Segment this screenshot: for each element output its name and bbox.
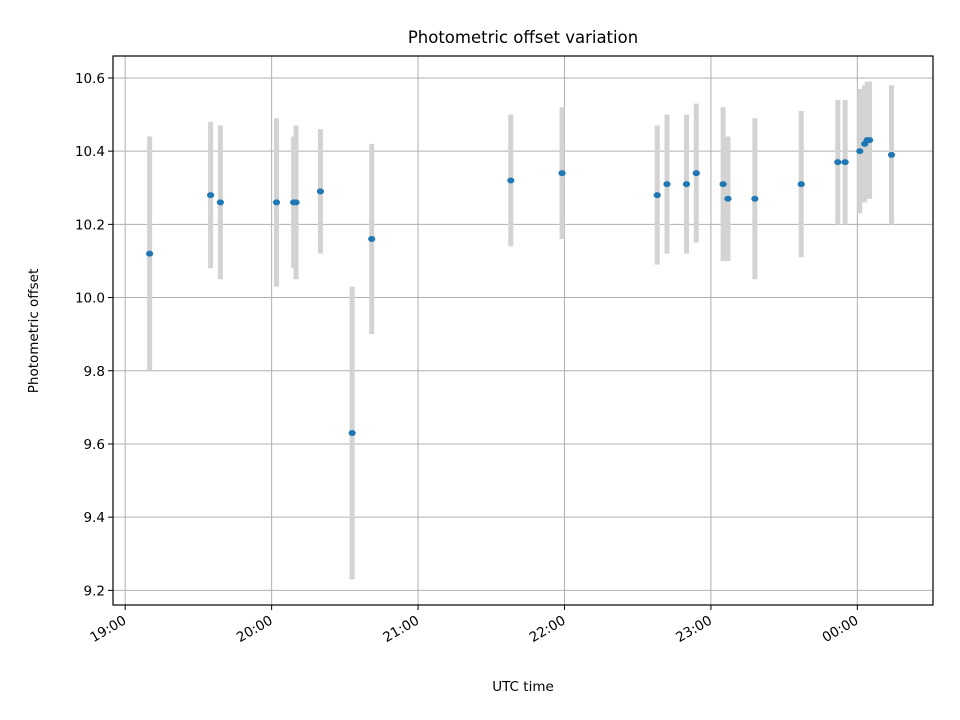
data-point bbox=[558, 170, 566, 177]
data-point bbox=[316, 188, 325, 195]
data-point bbox=[856, 148, 864, 155]
data-point bbox=[841, 159, 849, 166]
y-tick-label: 10.2 bbox=[75, 217, 105, 233]
plot-frame bbox=[112, 55, 934, 606]
data-point bbox=[216, 199, 224, 206]
data-point bbox=[751, 195, 759, 202]
y-tick-label: 9.4 bbox=[84, 510, 105, 526]
data-point bbox=[865, 137, 874, 144]
data-point bbox=[507, 177, 515, 184]
y-tick-label: 9.6 bbox=[84, 437, 105, 453]
y-tick-label: 10.0 bbox=[75, 291, 105, 307]
data-point bbox=[653, 192, 661, 199]
data-point bbox=[272, 199, 281, 206]
data-point bbox=[692, 170, 700, 177]
data-point bbox=[724, 195, 732, 202]
data-point bbox=[368, 236, 376, 242]
data-point bbox=[887, 151, 896, 158]
data-point bbox=[719, 181, 727, 188]
data-point bbox=[797, 181, 805, 188]
data-point bbox=[146, 250, 154, 257]
y-axis-ticks: 9.2 9.4 9.6 9.8 10.0 10.2 10.4 10.6 bbox=[75, 71, 113, 599]
data-points bbox=[146, 137, 896, 436]
y-tick-label: 10.4 bbox=[75, 144, 105, 160]
y-tick-label: 9.2 bbox=[84, 583, 105, 599]
y-tick-label: 9.8 bbox=[84, 364, 105, 380]
data-point bbox=[682, 181, 691, 188]
data-point bbox=[834, 159, 842, 166]
data-point bbox=[292, 199, 300, 206]
chart-title: Photometric offset variation bbox=[408, 28, 638, 47]
data-point bbox=[348, 429, 356, 436]
data-point bbox=[207, 192, 215, 199]
y-tick-label: 10.6 bbox=[75, 71, 105, 87]
x-axis-label: UTC time bbox=[492, 679, 554, 695]
data-point bbox=[663, 181, 671, 188]
y-axis-label: Photometric offset bbox=[26, 269, 42, 393]
